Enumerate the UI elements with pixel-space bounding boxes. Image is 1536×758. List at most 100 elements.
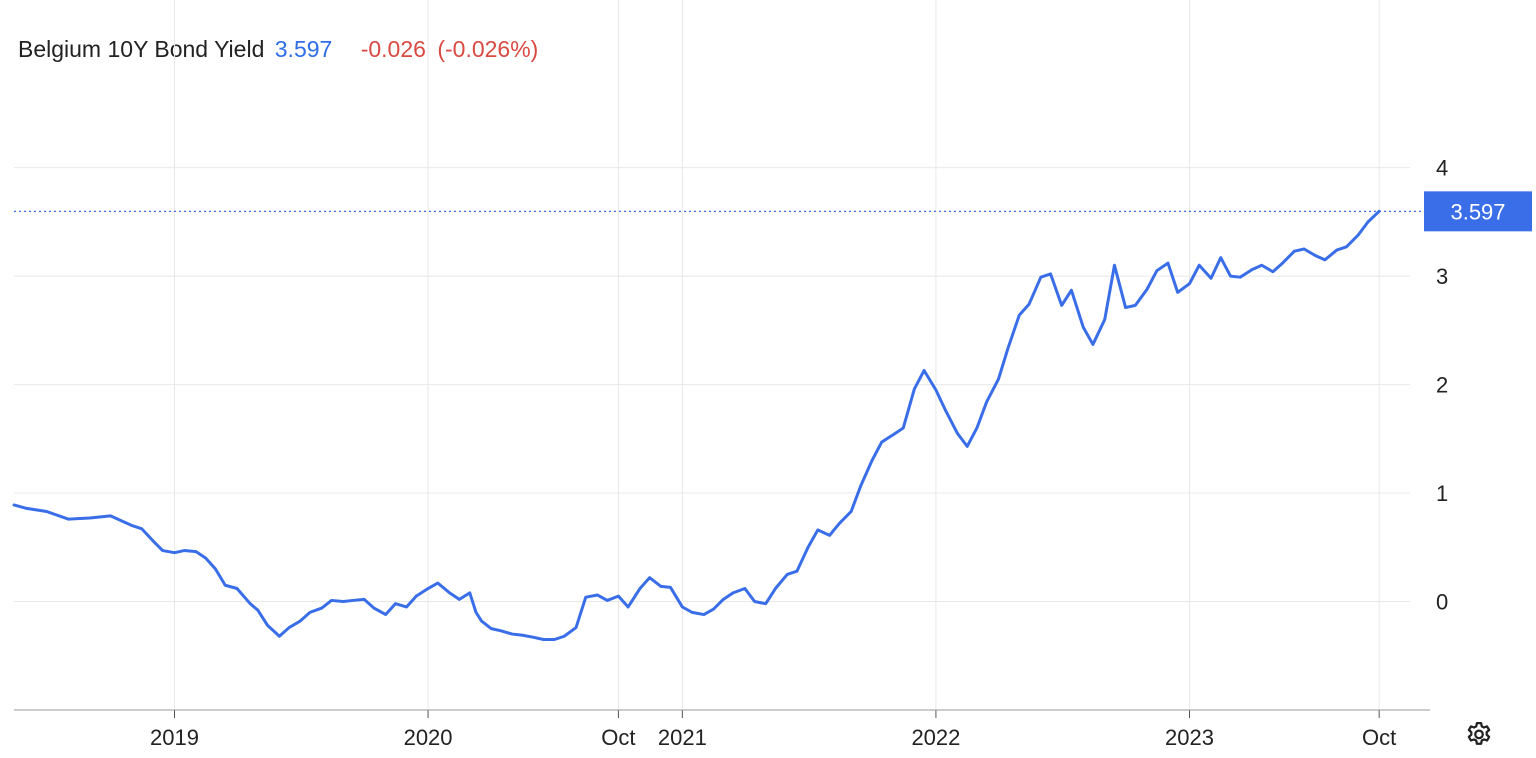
x-tick-label: 2019 — [150, 725, 199, 750]
data-point — [596, 593, 599, 597]
data-point — [45, 510, 48, 513]
change-percent: (-0.026%) — [437, 36, 539, 62]
data-point — [308, 611, 312, 614]
data-point — [1293, 249, 1296, 253]
data-point — [1219, 256, 1222, 259]
data-point — [563, 635, 566, 638]
last-value-tag — [1424, 191, 1532, 232]
data-point — [448, 591, 451, 595]
data-point — [474, 611, 478, 614]
data-point — [204, 556, 207, 560]
data-point — [161, 549, 164, 552]
data-point — [795, 569, 799, 573]
data-point — [659, 585, 662, 588]
data-point — [1229, 274, 1232, 278]
data-point — [838, 522, 841, 525]
data-point — [731, 591, 735, 595]
data-point — [574, 626, 578, 629]
data-point — [1188, 282, 1191, 285]
data-point — [1176, 291, 1179, 294]
data-point — [278, 635, 281, 638]
settings-button[interactable] — [1462, 718, 1496, 752]
data-point — [956, 432, 959, 435]
data-point — [880, 440, 883, 444]
data-point — [266, 624, 269, 627]
data-point — [669, 586, 672, 589]
data-point — [173, 551, 176, 554]
x-tick-label: 2021 — [658, 725, 707, 750]
data-point — [436, 581, 439, 585]
data-point — [1060, 304, 1063, 307]
axes — [14, 709, 1430, 718]
data-point — [753, 600, 756, 603]
data-point — [1018, 313, 1021, 317]
x-tick-label: 2020 — [404, 725, 453, 750]
data-point — [816, 528, 820, 532]
data-point — [1198, 264, 1201, 267]
data-point — [499, 629, 503, 633]
data-point — [786, 573, 789, 576]
data-point — [320, 606, 323, 610]
y-tick-label: 0 — [1436, 590, 1448, 615]
x-tick-label: 2023 — [1165, 725, 1214, 750]
data-point — [183, 549, 186, 552]
data-point — [985, 400, 988, 404]
data-point — [468, 591, 471, 595]
series-line — [12, 209, 1381, 641]
data-point — [394, 602, 397, 605]
grid-lines — [14, 0, 1410, 710]
data-point — [774, 587, 777, 590]
last-value-label: 3.597 — [1450, 199, 1505, 224]
y-tick-label: 2 — [1436, 373, 1448, 398]
data-point — [1082, 325, 1085, 329]
data-point — [1155, 269, 1159, 272]
data-point — [1166, 261, 1170, 265]
data-point — [712, 607, 715, 611]
data-point — [224, 584, 227, 587]
data-point — [194, 550, 198, 553]
data-point — [944, 409, 947, 412]
data-point — [1366, 220, 1370, 224]
data-point — [330, 599, 333, 602]
data-point — [299, 619, 302, 623]
data-point — [902, 426, 905, 430]
data-point — [235, 587, 239, 590]
data-point — [130, 524, 134, 527]
last-value: 3.597 — [274, 36, 333, 62]
data-point — [606, 599, 609, 602]
data-point — [934, 388, 938, 392]
data-point — [1345, 245, 1348, 249]
x-tick-label: Oct — [1362, 725, 1396, 750]
data-point — [1134, 304, 1137, 307]
data-point — [648, 576, 651, 579]
data-point — [584, 595, 587, 599]
data-point — [342, 600, 345, 603]
data-point — [405, 605, 408, 609]
data-point — [415, 594, 418, 598]
data-point — [1039, 275, 1043, 279]
data-point — [743, 587, 747, 590]
data-point — [922, 369, 926, 372]
y-tick-label: 3 — [1436, 264, 1448, 289]
change-value: -0.026 — [360, 36, 426, 62]
data-point — [256, 609, 260, 612]
y-tick-label: 4 — [1436, 156, 1448, 181]
data-point — [913, 387, 916, 391]
data-point — [1209, 277, 1213, 280]
data-point — [510, 632, 514, 636]
data-point — [140, 527, 144, 531]
data-point — [1145, 287, 1149, 291]
data-point — [626, 605, 630, 609]
data-point — [362, 598, 366, 601]
data-point — [1049, 272, 1052, 276]
data-point — [384, 613, 387, 616]
data-point — [681, 605, 684, 609]
chart-header: Belgium 10Y Bond Yield 3.597 -0.026 (-0.… — [18, 36, 538, 63]
data-point — [532, 636, 535, 639]
x-tick-label: Oct — [601, 725, 635, 750]
data-point — [249, 602, 252, 605]
data-point — [1091, 343, 1095, 346]
data-point — [1124, 306, 1127, 309]
data-point — [1357, 233, 1360, 237]
